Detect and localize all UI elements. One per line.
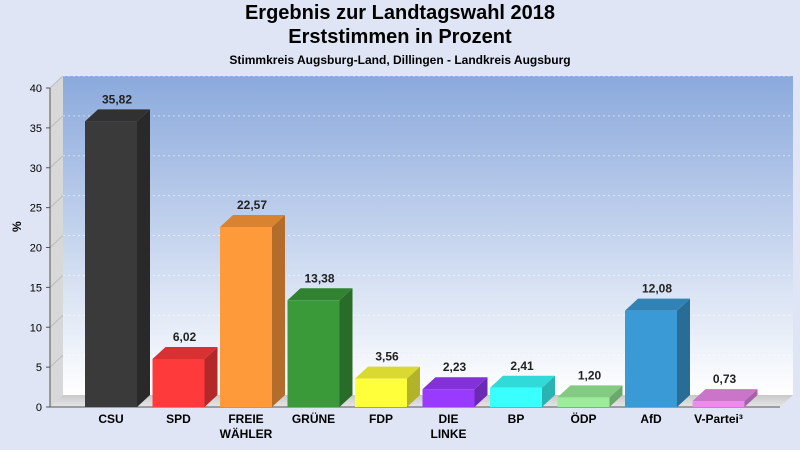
chart-title: Ergebnis zur Landtagswahl 2018 [244,2,556,24]
bar [557,385,623,407]
bar-top [422,377,488,390]
grid-line-side [49,275,64,288]
bar-value-label: 13,38 [304,271,334,285]
bar-side [474,377,488,407]
grid-line-side [49,115,64,129]
bar-side [407,366,420,407]
bar-value-label: 2,23 [443,360,467,374]
bar-top [220,215,285,228]
y-tick-label: 10 [30,322,42,334]
y-tick-label: 25 [30,203,42,215]
grid-line-side [49,75,64,89]
bar-side [137,109,150,407]
bar [85,109,150,407]
y-tick-label: 20 [30,243,42,255]
bar [692,389,758,407]
bar-top [355,366,420,379]
x-axis-labels: CSU SPD FREIE WÄHLER GRÜNE FDP DIE LINKE BP ÖDP Af… [98,411,743,441]
bar-top [557,385,623,398]
y-tick-label: 35 [30,123,42,135]
x-tick-label: SPD [166,412,191,426]
bar-top [625,298,690,311]
bar-top [692,389,758,402]
x-tick-label: FREIE WÄHLER [220,412,273,441]
x-tick-label: FDP [369,412,393,426]
bar-side [677,298,690,407]
grid-line-side [49,354,64,368]
bars [85,109,758,407]
bar [287,288,353,407]
bar-value-label: 0,73 [713,372,737,386]
grid-line-side [49,235,64,248]
value-labels: 35,82 6,02 22,57 13,38 3,56 2,23 2,41 1,20 12,08… [102,92,737,386]
y-tick-label: 0 [36,402,42,414]
bar-front [152,358,205,407]
y-tick-label: 15 [30,282,42,294]
bar-front [490,387,542,407]
bar [422,377,488,407]
x-tick-label: DIE LINKE [431,412,467,441]
bar-front [557,397,610,407]
bar-front [625,310,677,407]
x-tick-label: V-Partei³ [694,412,743,426]
bar [355,366,420,407]
bar-front [422,389,475,407]
x-tick-label: ÖDP [570,411,596,426]
y-tick-label: 30 [30,163,42,175]
bar-front [287,300,340,407]
grid-line-side [49,195,64,208]
bar-side [744,389,758,407]
x-tick-label: CSU [98,412,123,426]
bar-top [85,109,150,122]
x-tick-label: GRÜNE [292,411,335,426]
bar-value-label: 12,08 [642,282,672,296]
bar [625,298,690,407]
bar-value-label: 3,56 [375,350,399,364]
y-tick-label: 5 [36,362,42,374]
x-tick-label: BP [508,412,525,426]
bar [490,375,555,407]
bar-side [339,288,353,407]
bar-front [220,227,272,407]
bar-value-label: 6,02 [173,330,197,344]
x-tick-label: AfD [640,412,662,426]
bar [152,346,218,407]
chart-subtitle: Erststimmen in Prozent [288,26,512,48]
bar-value-label: 2,41 [510,359,534,373]
bar-value-label: 35,82 [102,92,132,106]
bar-side [609,385,623,407]
y-tick-label: 40 [30,83,42,95]
bar-value-label: 22,57 [237,198,267,212]
chart-caption: Stimmkreis Augsburg-Land, Dillingen - La… [229,53,571,67]
bar-front [85,121,137,407]
bar-side [204,346,218,407]
grid-line-side [49,314,64,328]
bar-side [272,215,285,407]
bar-value-label: 1,20 [578,368,602,382]
bar-side [542,375,555,407]
bar-front [692,401,745,407]
grid-line-side [49,155,64,169]
bar-top [490,375,555,388]
bar [220,215,285,407]
bar-front [355,378,407,407]
bar-top [287,288,353,301]
bar-top [152,346,218,359]
